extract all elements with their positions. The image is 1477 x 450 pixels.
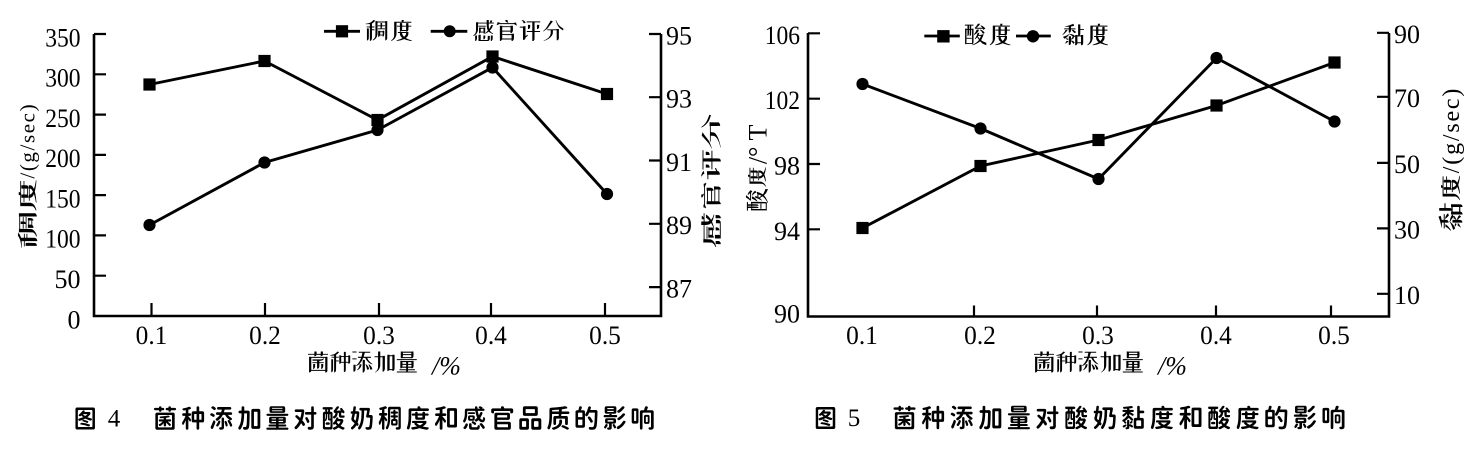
- svg-text:0.4: 0.4: [1200, 321, 1232, 350]
- svg-text:0.2: 0.2: [964, 321, 996, 350]
- svg-text:/%: /%: [1156, 352, 1187, 381]
- svg-text:95: 95: [666, 21, 692, 50]
- svg-text:87: 87: [666, 274, 692, 303]
- svg-text:70: 70: [1394, 84, 1420, 113]
- svg-text:91: 91: [666, 148, 692, 177]
- svg-text:94: 94: [774, 217, 800, 246]
- svg-text:0.5: 0.5: [589, 321, 621, 350]
- svg-text:100: 100: [45, 225, 80, 254]
- svg-text:0.2: 0.2: [249, 321, 281, 350]
- svg-text:50: 50: [55, 265, 81, 294]
- svg-text:250: 250: [45, 104, 80, 133]
- svg-text:200: 200: [45, 144, 80, 173]
- svg-text:106: 106: [765, 21, 800, 50]
- svg-text:50: 50: [1394, 150, 1420, 179]
- svg-text:4: 4: [108, 406, 121, 433]
- svg-text:350: 350: [45, 23, 80, 52]
- svg-text:300: 300: [45, 64, 80, 93]
- svg-text:0.3: 0.3: [1082, 321, 1114, 350]
- svg-text:/° T: /° T: [744, 125, 773, 165]
- svg-text:93: 93: [666, 85, 692, 114]
- svg-text:102: 102: [765, 86, 800, 115]
- svg-text:0: 0: [68, 305, 81, 334]
- svg-text:/%: /%: [430, 352, 461, 381]
- svg-text:90: 90: [1394, 20, 1420, 49]
- svg-text:0.5: 0.5: [1318, 321, 1350, 350]
- svg-text:/(g/sec): /(g/sec): [1439, 87, 1465, 173]
- svg-text:30: 30: [1394, 216, 1420, 245]
- svg-text:89: 89: [666, 211, 692, 240]
- svg-text:/(g/sec): /(g/sec): [16, 103, 40, 179]
- svg-text:90: 90: [774, 300, 800, 329]
- svg-text:0.4: 0.4: [475, 321, 507, 350]
- svg-text:0.1: 0.1: [136, 321, 168, 350]
- svg-text:98: 98: [774, 152, 800, 181]
- svg-text:5: 5: [848, 405, 861, 432]
- svg-text:0.3: 0.3: [363, 321, 395, 350]
- svg-text:0.1: 0.1: [846, 321, 878, 350]
- svg-text:150: 150: [45, 184, 80, 213]
- svg-text:10: 10: [1394, 281, 1420, 310]
